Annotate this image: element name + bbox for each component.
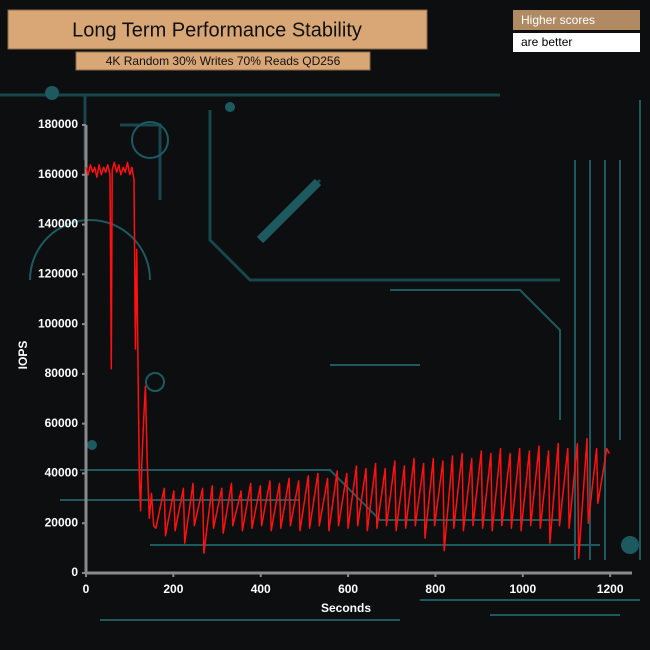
- y-axis-label: IOPS: [16, 341, 30, 370]
- deco-dot: [87, 440, 97, 450]
- y-tick-label: 140000: [38, 217, 78, 231]
- x-tick-label: 1000: [509, 582, 536, 596]
- x-tick-label: 200: [163, 582, 183, 596]
- y-tick-label: 60000: [45, 416, 79, 430]
- y-tick-label: 20000: [45, 515, 79, 529]
- x-tick-label: 1200: [597, 582, 624, 596]
- deco-bar: [256, 178, 322, 244]
- x-tick-label: 600: [338, 582, 358, 596]
- annotation-box: [513, 10, 640, 30]
- chart-title: Long Term Performance Stability: [72, 19, 362, 41]
- deco-circle: [131, 121, 169, 159]
- chart-subtitle: 4K Random 30% Writes 70% Reads QD256: [106, 54, 341, 68]
- y-tick-label: 80000: [45, 366, 79, 380]
- x-tick-label: 800: [425, 582, 445, 596]
- x-axis-label: Seconds: [321, 601, 371, 615]
- y-tick-label: 40000: [45, 466, 79, 480]
- subtitle-box: [75, 51, 371, 71]
- annotation: Higher scores: [521, 13, 595, 27]
- x-tick-label: 400: [251, 582, 271, 596]
- x-tick-label: 0: [83, 582, 90, 596]
- y-tick-label: 160000: [38, 167, 78, 181]
- title-box: [7, 9, 428, 50]
- deco-dot: [621, 536, 639, 554]
- y-tick-label: 180000: [38, 117, 78, 131]
- deco-dot: [45, 86, 59, 100]
- y-tick-label: 120000: [38, 267, 78, 281]
- annotation-box: [513, 33, 640, 52]
- data-line: [85, 161, 610, 559]
- deco-dot: [225, 102, 235, 112]
- deco-circle: [145, 372, 165, 392]
- y-tick-label: 0: [71, 565, 78, 579]
- annotation: are better: [521, 35, 572, 49]
- y-tick-label: 100000: [38, 316, 78, 330]
